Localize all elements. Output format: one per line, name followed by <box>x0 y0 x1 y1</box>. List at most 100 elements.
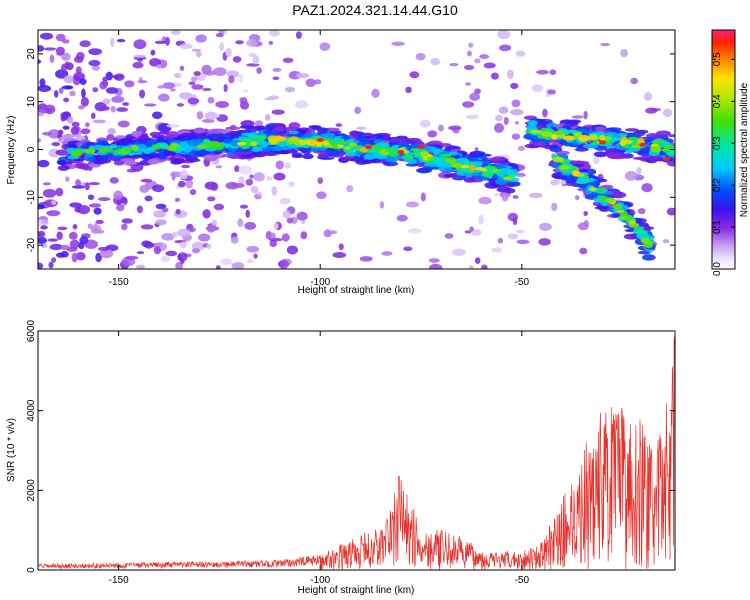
heatmap-signal-blob <box>611 213 620 218</box>
heatmap-noise-blob <box>215 265 221 269</box>
y-tick-label: 0 <box>26 146 37 152</box>
heatmap-noise-blob <box>207 96 215 104</box>
heatmap-noise-blob <box>498 106 509 114</box>
heatmap-signal-blob <box>549 146 563 153</box>
heatmap-noise-blob <box>175 262 183 269</box>
heatmap-noise-blob <box>92 87 99 93</box>
heatmap-signal-blob <box>131 130 143 137</box>
x-tick-label: -50 <box>515 277 530 288</box>
heatmap-noise-blob <box>403 246 413 252</box>
heatmap-noise-blob <box>38 204 46 210</box>
x-tick-label: -100 <box>310 277 330 288</box>
heatmap-noise-blob <box>60 250 69 258</box>
heatmap-noise-blob <box>242 89 249 93</box>
heatmap-noise-blob <box>547 89 557 95</box>
heatmap-noise-blob <box>206 243 212 250</box>
heatmap-noise-blob <box>206 225 216 233</box>
heatmap-signal-blob <box>250 141 258 147</box>
heatmap-noise-blob <box>55 33 66 42</box>
heatmap-noise-blob <box>51 142 61 147</box>
colorbar: 0.0 0.1 0.2 0.3 0.4 0.5 Normalized spectral a… <box>711 29 750 276</box>
heatmap-signal-blob <box>83 148 96 154</box>
heatmap-noise-blob <box>58 87 64 94</box>
heatmap-noise-blob <box>511 99 521 108</box>
heatmap-signal-blob <box>186 135 199 141</box>
heatmap-noise-blob <box>88 48 103 56</box>
figure-title: PAZ1.2024.321.14.44.G10 <box>292 2 458 18</box>
heatmap-noise-blob <box>503 116 509 126</box>
heatmap-signal-blob <box>322 140 330 146</box>
heatmap-signal-blob <box>299 140 307 145</box>
heatmap-noise-blob <box>239 204 249 209</box>
spectrogram-y-ticks: -20 -10 0 10 20 <box>26 48 675 252</box>
heatmap-signal-blob <box>115 135 126 139</box>
heatmap-noise-blob <box>284 86 296 93</box>
heatmap-signal-blob <box>363 153 376 160</box>
heatmap-signal-blob <box>577 182 588 189</box>
heatmap-noise-blob <box>40 243 48 248</box>
heatmap-noise-blob <box>121 223 128 231</box>
heatmap-noise-blob <box>483 62 496 69</box>
heatmap-signal-blob <box>588 136 599 141</box>
heatmap-noise-blob <box>301 220 306 224</box>
heatmap-noise-blob <box>139 184 150 193</box>
heatmap-noise-blob <box>405 86 412 94</box>
heatmap-signal-blob <box>619 140 627 147</box>
heatmap-noise-blob <box>80 128 91 135</box>
heatmap-noise-blob <box>253 253 258 259</box>
heatmap-peak-blob <box>316 137 324 142</box>
heatmap-noise-blob <box>319 42 331 51</box>
heatmap-signal-blob <box>566 119 582 124</box>
heatmap-noise-blob <box>469 92 481 101</box>
heatmap-noise-blob <box>157 122 172 133</box>
heatmap-noise-blob <box>68 231 78 240</box>
heatmap-signal-blob <box>115 139 130 146</box>
heatmap-noise-blob <box>515 229 525 234</box>
heatmap-noise-blob <box>474 58 481 64</box>
heatmap-noise-blob <box>494 192 499 197</box>
heatmap-noise-blob <box>160 255 171 263</box>
spectrogram-y-axis-title: Frequency (Hz) <box>6 116 17 185</box>
spectrogram-x-axis-title: Height of straight line (km) <box>298 285 415 296</box>
heatmap-noise-blob <box>162 207 169 213</box>
heatmap-noise-blob <box>630 77 638 85</box>
heatmap-signal-blob <box>594 206 609 210</box>
y-tick-label: 0 <box>26 567 37 573</box>
heatmap-signal-blob <box>57 165 70 171</box>
snr-y-ticks: 0 2000 4000 6000 <box>26 319 675 573</box>
heatmap-signal-blob <box>530 129 543 134</box>
x-tick-label: -100 <box>310 575 330 586</box>
heatmap-noise-blob <box>478 214 484 225</box>
heatmap-signal-blob <box>344 146 351 150</box>
heatmap-noise-blob <box>42 188 57 198</box>
heatmap-noise-blob <box>451 248 466 257</box>
heatmap-noise-blob <box>101 106 110 111</box>
heatmap-noise-blob <box>63 97 70 103</box>
heatmap-noise-blob <box>132 61 144 69</box>
heatmap-signal-blob <box>598 135 606 141</box>
heatmap-noise-blob <box>41 131 53 136</box>
heatmap-noise-blob <box>79 78 87 85</box>
heatmap-noise-blob <box>202 209 211 219</box>
heatmap-noise-blob <box>295 73 310 79</box>
heatmap-noise-blob <box>571 115 584 119</box>
heatmap-noise-blob <box>38 262 44 269</box>
heatmap-noise-blob <box>116 107 128 112</box>
heatmap-noise-blob <box>279 197 291 205</box>
heatmap-noise-blob <box>379 201 385 209</box>
heatmap-noise-blob <box>51 257 57 263</box>
heatmap-signal-blob <box>464 161 475 166</box>
heatmap-signal-blob <box>577 168 589 173</box>
snr-frame <box>37 330 676 571</box>
heatmap-signal-blob <box>147 158 160 165</box>
heatmap-signal-blob <box>502 176 514 181</box>
heatmap-noise-blob <box>215 165 223 169</box>
heatmap-signal-blob <box>348 142 358 147</box>
heatmap-noise-blob <box>172 231 178 238</box>
heatmap-signal-blob <box>288 137 299 143</box>
heatmap-signal-blob <box>469 164 476 172</box>
heatmap-signal-blob <box>637 150 653 156</box>
y-tick-label: -20 <box>26 237 37 252</box>
heatmap-noise-blob <box>64 176 70 182</box>
